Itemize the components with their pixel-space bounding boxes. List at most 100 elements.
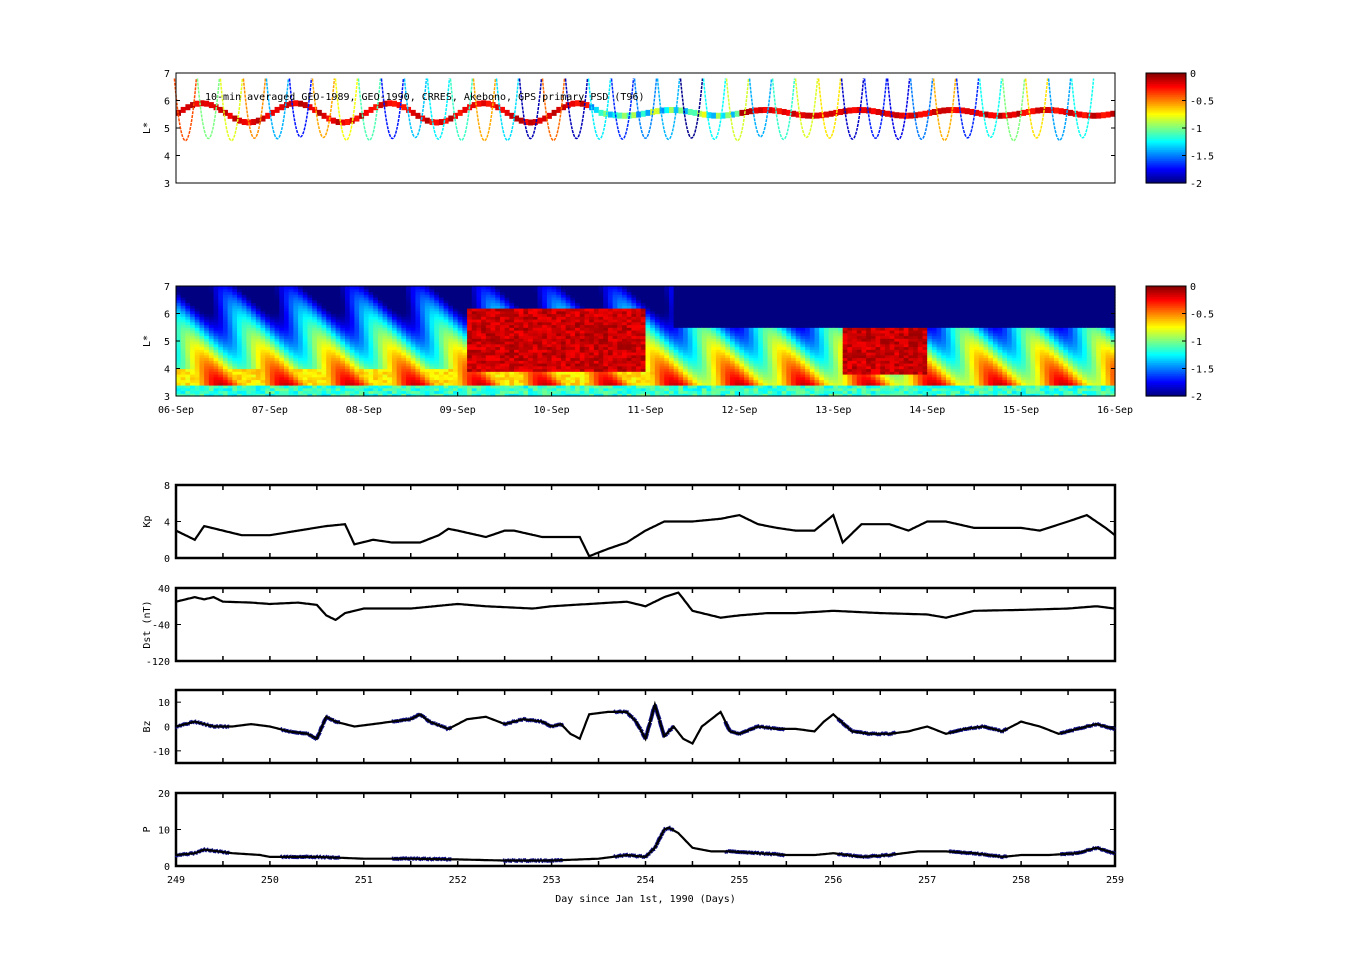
obs-geo-sample	[899, 113, 904, 119]
obs-geo-sample	[218, 107, 223, 113]
obs-geo-sample	[861, 107, 866, 113]
obs-geo-sample	[1021, 110, 1026, 116]
rea-cell	[692, 286, 697, 289]
obs-geo-sample	[552, 110, 557, 116]
obs-colorbar-label: -0.5	[1190, 97, 1214, 108]
obs-geo-sample	[1096, 113, 1101, 119]
rea-cell	[636, 286, 641, 289]
obs-geo-sample	[279, 104, 284, 110]
obs-geo-sample	[1092, 113, 1097, 119]
rea-cell	[599, 286, 604, 289]
obs-geo-sample	[232, 116, 237, 122]
rea-cell	[556, 286, 561, 289]
obs-geo-sample	[829, 111, 834, 117]
obs-geo-sample	[462, 107, 467, 113]
obs-geo-sample	[458, 110, 463, 116]
obs-geo-sample	[420, 116, 425, 122]
rea-cell	[622, 286, 627, 289]
rea-cell	[627, 286, 632, 289]
obs-geo-sample	[655, 108, 660, 114]
rea-cell	[406, 286, 411, 289]
rea-cell	[237, 286, 242, 289]
rea-cell	[228, 286, 233, 289]
obs-geo-sample	[664, 107, 669, 113]
rea-cell	[505, 286, 510, 289]
obs-ylabel: L*	[142, 122, 153, 134]
obs-geo-sample	[1077, 112, 1082, 118]
obs-geo-sample	[641, 111, 646, 117]
rea-cell	[368, 286, 373, 289]
obs-geo-sample	[838, 109, 843, 115]
rea-cell	[354, 286, 359, 289]
obs-geo-sample	[894, 112, 899, 118]
rea-cell	[190, 286, 195, 289]
obs-geo-sample	[228, 113, 233, 119]
obs-title: 10-min averaged GEO-1989, GEO-1990, CRRE…	[205, 92, 645, 103]
rea-cell	[669, 286, 674, 289]
obs-geo-sample	[885, 111, 890, 117]
rea-cell	[570, 286, 575, 289]
rea-cell	[340, 286, 345, 289]
rea-cell	[256, 286, 261, 289]
obs-geo-sample	[688, 109, 693, 115]
obs-geo-sample	[617, 113, 622, 119]
rea-cell	[646, 286, 651, 289]
obs-geo-sample	[519, 118, 524, 124]
rea-cell	[331, 286, 336, 289]
obs-geo-sample	[932, 109, 937, 115]
rea-cell	[589, 286, 594, 289]
rea-cell	[312, 286, 317, 289]
obs-geo-sample	[876, 109, 881, 115]
rea-cell	[275, 286, 280, 289]
obs-geo-sample	[594, 107, 599, 113]
rea-cell	[293, 286, 298, 289]
obs-geo-sample	[1054, 108, 1059, 114]
obs-colorbar-label: 0	[1190, 69, 1196, 80]
obs-geo-sample	[265, 113, 270, 119]
rea-cell	[430, 286, 435, 289]
rea-cell	[265, 286, 270, 289]
obs-geo-sample	[739, 110, 744, 116]
rea-cell	[218, 286, 223, 289]
rea-cell	[650, 286, 655, 289]
obs-geo-sample	[998, 113, 1003, 119]
rea-cell	[711, 286, 716, 289]
obs-geo-sample	[918, 112, 923, 118]
rea-cell	[491, 286, 496, 289]
rea-cell	[580, 286, 585, 289]
obs-geo-sample	[359, 113, 364, 119]
rea-cell	[472, 286, 477, 289]
rea-cell	[322, 286, 327, 289]
rea-cell	[397, 286, 402, 289]
obs-geo-sample	[326, 116, 331, 122]
rea-cell	[284, 286, 289, 289]
rea-cell	[678, 286, 683, 289]
rea-cell	[401, 286, 406, 289]
obs-geo-sample	[871, 108, 876, 114]
obs-geo-sample	[941, 108, 946, 114]
rea-cell	[514, 286, 519, 289]
obs-geo-sample	[251, 119, 256, 125]
obs-colorbar-label: -2	[1190, 179, 1202, 190]
obs-geo-sample	[711, 113, 716, 119]
rea-cell	[185, 286, 190, 289]
obs-geo-sample	[791, 111, 796, 117]
rea-cell	[195, 286, 200, 289]
rea-cell	[500, 286, 505, 289]
obs-geo-sample	[331, 118, 336, 124]
rea-cell	[575, 286, 580, 289]
rea-cell	[209, 286, 214, 289]
rea-cell	[683, 286, 688, 289]
obs-geo-sample	[1059, 108, 1064, 114]
obs-geo-sample	[275, 107, 280, 113]
rea-cell	[519, 286, 524, 289]
obs-geo-sample	[782, 109, 787, 115]
obs-ytick-label: 6	[164, 97, 170, 108]
obs-plot-bg	[176, 73, 1115, 183]
rea-cell	[476, 286, 481, 289]
obs-geo-sample	[547, 113, 552, 119]
rea-cell	[387, 286, 392, 289]
obs-geo-sample	[453, 113, 458, 119]
obs-geo-sample	[425, 118, 430, 124]
rea-cell	[641, 286, 646, 289]
